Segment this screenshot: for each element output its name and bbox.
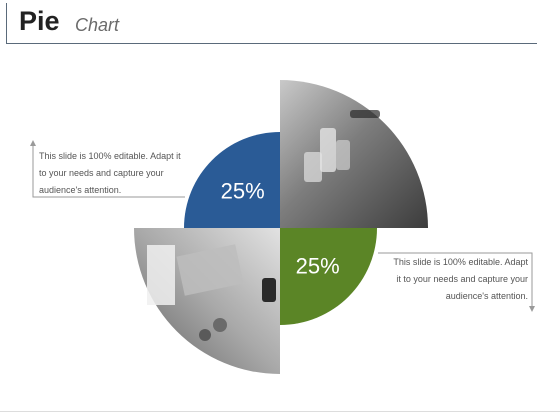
callout-right-arrow [529,306,535,312]
coins-photo-detail [304,110,380,182]
title-bar: Pie Chart [6,3,537,44]
footer-divider [0,411,560,412]
callout-right-text: This slide is 100% editable. Adapt it to… [393,257,528,301]
callout-left-connector [32,145,185,198]
callout-left-arrow [30,140,36,146]
page-subtitle: Chart [75,15,120,35]
page-title: Pie [19,6,60,36]
pie-slice-green [280,228,377,325]
callout-right-connector [378,252,533,307]
data-label-blue: 25% [221,179,265,204]
data-label-green: 25% [296,254,340,279]
pie-slice-photo-coins [280,80,428,228]
callout-left-text: This slide is 100% editable. Adapt it to… [39,151,181,195]
pie-slice-blue [184,132,280,228]
money-photo-detail [147,244,276,341]
